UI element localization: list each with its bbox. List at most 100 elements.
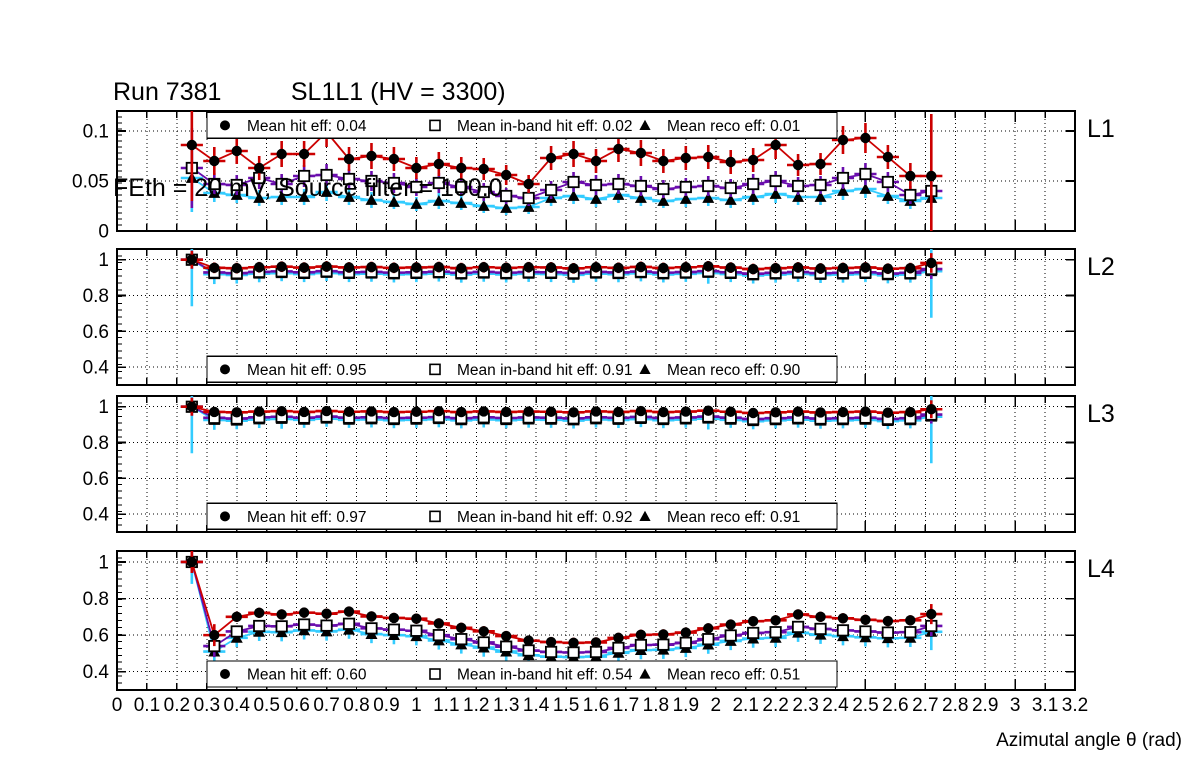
marker-filled-circle [882,151,894,163]
marker-filled-triangle [275,191,288,202]
marker-filled-triangle [298,191,311,202]
marker-open-square [432,629,445,642]
y-tick-label: 0.4 [83,358,110,379]
marker-filled-circle [500,406,512,418]
marker-filled-circle [388,153,400,165]
x-tick-label: 0.9 [373,695,399,716]
x-tick-label: 2.9 [972,695,998,716]
marker-filled-circle [658,262,669,274]
marker-filled-circle [815,263,826,274]
marker-filled-circle [186,254,198,265]
marker-filled-triangle [836,185,849,196]
marker-open-square [320,168,333,182]
marker-filled-circle [770,139,781,151]
marker-filled-circle [343,153,355,165]
legend-marker-open-square [429,363,441,376]
marker-filled-circle [635,405,647,417]
marker-open-square [702,179,715,193]
legend-box [206,660,838,688]
marker-filled-circle [231,262,242,274]
x-tick-label: 3.1 [1032,695,1058,716]
marker-filled-circle [478,163,489,175]
marker-filled-triangle [387,196,400,207]
x-tick-label: 1.4 [523,695,550,716]
y-tick-label: 0.6 [83,469,109,490]
legend-marker-filled-circle [220,511,230,522]
marker-open-square [612,641,625,655]
marker-filled-circle [792,406,804,417]
marker-filled-circle [725,406,736,417]
marker-filled-circle [658,629,669,640]
panel-label-l4: L4 [1087,555,1115,583]
marker-filled-triangle [679,193,692,204]
marker-filled-circle [276,261,287,272]
marker-open-square [500,189,513,203]
marker-filled-circle [882,263,894,274]
marker-filled-circle [478,262,489,273]
marker-open-square [836,171,850,185]
marker-filled-circle [747,154,759,166]
marker-filled-triangle [859,183,872,194]
marker-open-square [410,180,423,194]
marker-open-square [567,175,580,189]
x-tick-label: 1.3 [493,695,519,716]
marker-filled-circle [523,262,534,273]
marker-filled-circle [456,262,467,274]
legend-marker-filled-triangle [639,119,651,130]
marker-filled-circle [837,613,849,624]
x-tick-label: 0.6 [283,695,309,716]
series-reco [180,396,943,464]
marker-filled-circle [905,170,916,182]
panel-label-l2: L2 [1087,253,1115,281]
marker-open-square [387,623,401,636]
marker-filled-triangle [477,200,490,211]
marker-filled-triangle [769,188,782,199]
legend-marker-filled-circle [220,364,230,375]
x-tick-label: 1.8 [643,695,669,716]
marker-filled-triangle [343,191,356,202]
marker-filled-circle [343,606,355,617]
marker-filled-triangle [320,186,333,197]
marker-open-square [881,626,894,639]
marker-open-square [657,638,670,651]
x-tick-label: 0 [112,695,123,716]
x-tick-label: 0.1 [134,695,160,716]
marker-filled-circle [680,152,692,164]
marker-filled-triangle [567,190,580,201]
marker-filled-circle [276,609,287,620]
marker-open-square [275,177,288,191]
marker-open-square [791,620,805,634]
panel-l4: 0.4 0.6 0.8 1 L4 Mean hit eff: 0.60 Mean in-ba… [83,550,1115,691]
marker-filled-circle [860,406,871,417]
marker-filled-circle [545,152,557,164]
x-tick-label: 0.8 [343,695,369,716]
marker-filled-circle [725,262,736,273]
marker-open-square [904,188,917,202]
marker-filled-circle [298,262,310,273]
series-line-hit [191,258,932,270]
marker-filled-circle [254,162,265,174]
panel-l1: 0 0.05 0.1 L1 Mean hit eff: 0.04 Mean in-band… [72,110,1115,243]
legend-label-hit: Mean hit eff: 0.04 [247,118,367,135]
marker-open-square [298,169,311,183]
legend-label-inband: Mean in-band hit eff: 0.54 [457,667,633,684]
marker-open-square [522,191,535,205]
marker-filled-circle [231,145,242,157]
marker-filled-circle [433,406,445,417]
marker-filled-circle [568,263,579,274]
marker-filled-triangle [455,197,468,208]
series-line-reco [191,405,932,423]
marker-filled-circle [366,261,377,273]
marker-filled-circle [658,406,669,418]
marker-filled-circle [478,406,489,417]
marker-filled-circle [860,614,871,625]
series-line-hit [191,405,932,414]
marker-filled-circle [366,150,377,162]
legend-marker-filled-triangle [639,510,651,521]
legend-marker-filled-triangle [639,668,651,679]
marker-filled-circle [613,262,624,273]
marker-filled-triangle [724,194,737,205]
y-tick-label: 0 [98,222,109,243]
